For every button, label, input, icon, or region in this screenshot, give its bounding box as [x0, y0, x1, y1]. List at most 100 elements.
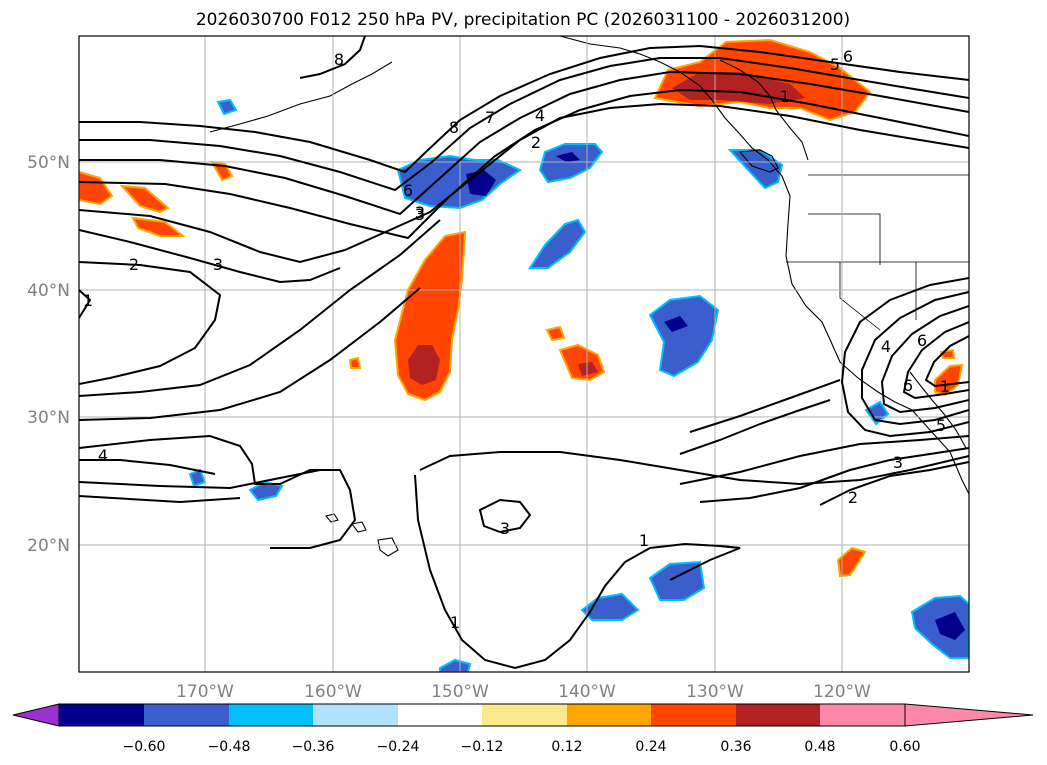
- pv-contour-3-south: [478, 498, 532, 534]
- colorbar-tick-label: −0.60: [123, 739, 166, 755]
- pv-contour-2-west: [79, 261, 222, 385]
- negative-anomaly-small-1: [216, 98, 238, 116]
- colorbar-extend-max: [904, 703, 1034, 727]
- colorbar-bin: [651, 704, 736, 726]
- positive-anomaly-east-core: [578, 362, 598, 376]
- lat-label: 50°N: [27, 153, 70, 173]
- positive-anomaly-west-1: [79, 170, 114, 206]
- negative-anomaly-jet-exit: [396, 154, 523, 210]
- contour-label: 6: [403, 181, 413, 200]
- lat-label: 40°N: [27, 281, 70, 301]
- colorbar-tick-label: −0.48: [208, 739, 251, 755]
- contour-label: 6: [917, 331, 927, 350]
- lon-label: 120°W: [813, 682, 871, 702]
- lon-label: 150°W: [431, 682, 489, 702]
- contour-label: 1: [83, 291, 93, 310]
- contour-label: 2: [129, 255, 139, 274]
- pv-contour-e: [79, 495, 241, 504]
- contour-label: 3: [213, 255, 223, 274]
- pv-contour-trough-4: [902, 321, 969, 400]
- coastline-hawaii-3: [377, 537, 399, 557]
- colorbar-tick-label: −0.12: [461, 739, 504, 755]
- pv-contour-trough-6: [819, 461, 969, 506]
- positive-anomaly-small-1: [545, 325, 566, 342]
- pv-contour-3-west: [79, 229, 341, 284]
- contour-label: 6: [903, 376, 913, 395]
- contour-label: 8: [449, 118, 459, 137]
- pv-contour-2-south: [419, 451, 969, 486]
- pv-contour-7-jet: [79, 57, 969, 192]
- colorbar-tick-label: 0.24: [635, 739, 666, 755]
- pv-contour-trough-10: [689, 379, 841, 433]
- graticule: [79, 36, 969, 672]
- coastline-vancouver-island: [738, 149, 779, 173]
- positive-anomaly-central-core: [408, 345, 440, 385]
- negative-anomaly-north-core: [556, 152, 580, 162]
- contour-label: 7: [485, 108, 495, 127]
- contour-label: 6: [843, 47, 853, 66]
- colorbar-tick-label: 0.12: [551, 739, 582, 755]
- colorbar-bin: [567, 704, 651, 726]
- negative-anomaly-southeast-core: [935, 612, 965, 640]
- negative-anomaly-mid: [648, 294, 720, 378]
- colorbar-extend-min: [12, 703, 60, 727]
- contour-label: 3: [893, 453, 903, 472]
- colorbar-tick-label: −0.24: [377, 739, 420, 755]
- pv-contour-trough-5: [924, 335, 969, 388]
- positive-anomaly-alaska-core: [672, 72, 805, 104]
- contour-label: 2: [848, 488, 858, 507]
- pv-contour-1-wrap: [719, 545, 741, 549]
- contour-label: 2: [531, 133, 541, 152]
- pv-contour-4-southwest: [79, 459, 216, 475]
- negative-anomaly-streak: [528, 218, 587, 269]
- positive-anomaly-baja: [934, 363, 964, 397]
- positive-anomaly-small-2: [348, 356, 362, 369]
- contour-label: 3: [415, 205, 425, 224]
- coastline-inland-sea: [719, 59, 809, 161]
- pv-contour-trough-7: [699, 447, 969, 503]
- colorbar-bin: [736, 704, 820, 726]
- contour-label: 4: [881, 337, 891, 356]
- pv-contour-b: [79, 287, 421, 421]
- positive-anomaly-south: [836, 546, 867, 578]
- longitude-labels: 170°W 160°W 150°W 140°W 130°W 120°W: [176, 682, 871, 702]
- positive-anomaly-west-4: [210, 160, 234, 182]
- pv-contour-trough-8: [679, 435, 969, 485]
- positive-anomaly-west-2: [119, 184, 170, 214]
- pv-contour-8-jet: [79, 44, 969, 174]
- border-layer: [786, 174, 969, 331]
- positive-anomaly-west-3: [131, 216, 186, 237]
- latitude-labels: 50°N 40°N 30°N 20°N: [27, 153, 70, 556]
- colorbar-tick-label: 0.60: [889, 739, 920, 755]
- pv-contour-c: [79, 434, 357, 549]
- pv-contour-4-jet: [79, 102, 969, 264]
- pv-contour-8-north: [299, 36, 366, 79]
- colorbar-bin: [820, 704, 905, 726]
- map-frame: [78, 35, 970, 673]
- pv-contour-trough-2: [861, 291, 969, 426]
- colorbar-tick-label: −0.36: [292, 739, 335, 755]
- contour-label: 1: [940, 377, 950, 396]
- contour-label: 1: [639, 531, 649, 550]
- contour-label: 3: [415, 203, 425, 222]
- lon-label: 170°W: [176, 682, 234, 702]
- negative-anomaly-socal: [864, 400, 890, 426]
- pv-contour-trough-3: [880, 305, 969, 414]
- colorbar-outline: [58, 703, 906, 727]
- negative-anomaly-south-1: [648, 560, 706, 601]
- contour-label-group: 8 6 5 7 4 2 3 3 1 2 3 1 4 3 1 1 4 6 6 5 …: [83, 47, 950, 632]
- pv-contour-trough-1: [840, 277, 969, 438]
- lon-label: 140°W: [558, 682, 616, 702]
- contour-label: 1: [780, 87, 790, 106]
- negative-anomaly-south-edge: [439, 658, 472, 672]
- coastline-hawaii-2: [351, 521, 367, 533]
- lat-label: 30°N: [27, 408, 70, 428]
- pv-contour-d: [79, 469, 321, 490]
- contour-label: 1: [450, 613, 460, 632]
- border-state-3: [839, 262, 881, 331]
- coastline-hawaii-1: [325, 513, 339, 523]
- colorbar-bin: [229, 704, 313, 726]
- lon-label: 130°W: [686, 682, 744, 702]
- pv-contour-6-jet: [79, 70, 969, 216]
- contour-label: 5: [936, 416, 946, 435]
